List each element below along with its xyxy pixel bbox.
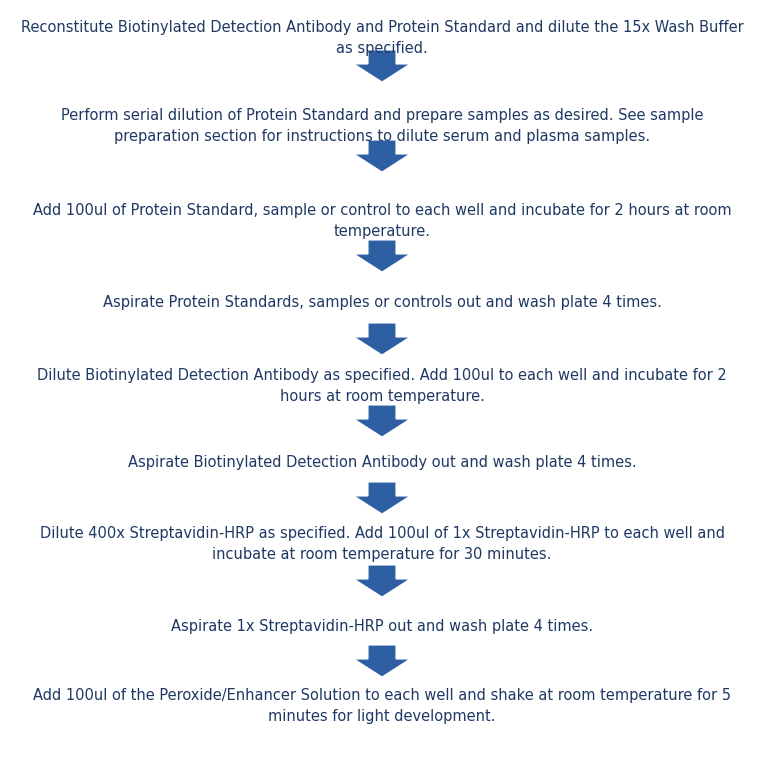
Text: Aspirate Protein Standards, samples or controls out and wash plate 4 times.: Aspirate Protein Standards, samples or c…: [102, 296, 662, 310]
Polygon shape: [354, 50, 410, 82]
Text: Reconstitute Biotinylated Detection Antibody and Protein Standard and dilute the: Reconstitute Biotinylated Detection Anti…: [21, 20, 743, 56]
Text: Add 100ul of the Peroxide/Enhancer Solution to each well and shake at room tempe: Add 100ul of the Peroxide/Enhancer Solut…: [33, 688, 731, 724]
Text: Aspirate 1x Streptavidin-HRP out and wash plate 4 times.: Aspirate 1x Streptavidin-HRP out and was…: [171, 619, 593, 633]
Polygon shape: [354, 565, 410, 597]
Polygon shape: [354, 140, 410, 172]
Text: Dilute Biotinylated Detection Antibody as specified. Add 100ul to each well and : Dilute Biotinylated Detection Antibody a…: [37, 368, 727, 404]
Polygon shape: [354, 482, 410, 514]
Polygon shape: [354, 323, 410, 355]
Text: Dilute 400x Streptavidin-HRP as specified. Add 100ul of 1x Streptavidin-HRP to e: Dilute 400x Streptavidin-HRP as specifie…: [40, 526, 724, 562]
Text: Perform serial dilution of Protein Standard and prepare samples as desired. See : Perform serial dilution of Protein Stand…: [61, 108, 703, 144]
Polygon shape: [354, 240, 410, 272]
Text: Add 100ul of Protein Standard, sample or control to each well and incubate for 2: Add 100ul of Protein Standard, sample or…: [33, 203, 731, 239]
Polygon shape: [354, 405, 410, 437]
Polygon shape: [354, 645, 410, 677]
Text: Aspirate Biotinylated Detection Antibody out and wash plate 4 times.: Aspirate Biotinylated Detection Antibody…: [128, 455, 636, 471]
